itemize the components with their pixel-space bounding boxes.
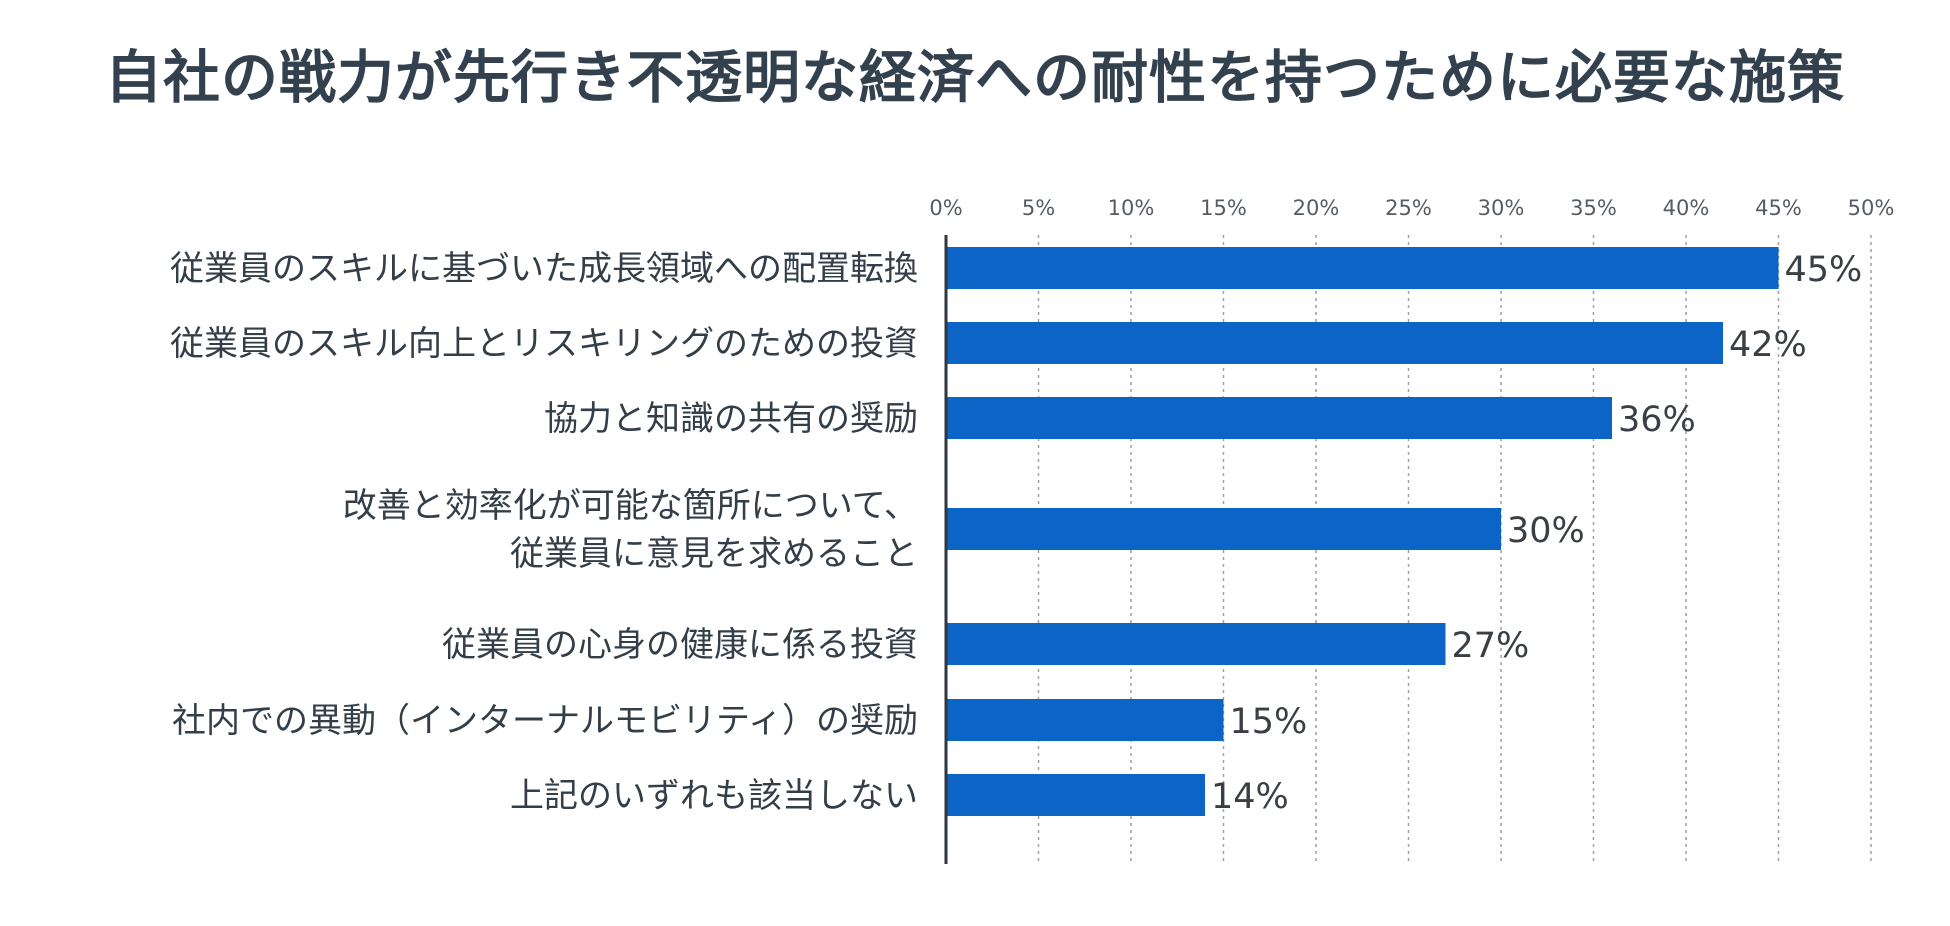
category-label: 従業員のスキルに基づいた成長領域への配置転換 xyxy=(170,249,918,289)
bar-value-label: 27% xyxy=(1452,626,1530,666)
x-tick-label: 35% xyxy=(1570,196,1617,220)
bar xyxy=(946,508,1501,550)
bar xyxy=(946,397,1612,439)
x-tick-label: 50% xyxy=(1848,196,1895,220)
category-label: 上記のいずれも該当しない xyxy=(510,776,918,816)
category-label: 従業員に意見を求めること xyxy=(510,534,918,574)
x-tick-label: 30% xyxy=(1478,196,1525,220)
x-tick-label: 10% xyxy=(1108,196,1155,220)
category-label: 改善と効率化が可能な箇所について、 xyxy=(343,486,918,526)
x-tick-label: 0% xyxy=(929,196,962,220)
bar-value-label: 30% xyxy=(1507,511,1585,551)
bar xyxy=(946,322,1723,364)
category-label: 社内での異動（インターナルモビリティ）の奨励 xyxy=(172,701,918,741)
x-tick-label: 45% xyxy=(1755,196,1802,220)
category-label: 従業員の心身の健康に係る投資 xyxy=(442,625,918,665)
bar-value-label: 14% xyxy=(1211,777,1289,817)
x-tick-label: 25% xyxy=(1385,196,1432,220)
bar-value-label: 45% xyxy=(1785,250,1863,290)
bar xyxy=(946,774,1205,816)
bar-value-label: 36% xyxy=(1618,400,1696,440)
category-label: 従業員のスキル向上とリスキリングのための投資 xyxy=(170,324,918,364)
bar-value-label: 15% xyxy=(1230,702,1308,742)
bar xyxy=(946,699,1224,741)
chart-title: 自社の戦力が先行き不透明な経済への耐性を持つために必要な施策 xyxy=(105,45,1845,111)
x-tick-label: 15% xyxy=(1200,196,1247,220)
x-tick-label: 20% xyxy=(1293,196,1340,220)
bar xyxy=(946,623,1446,665)
x-tick-label: 40% xyxy=(1663,196,1710,220)
bar xyxy=(946,247,1779,289)
bar-value-label: 42% xyxy=(1729,325,1807,365)
x-tick-label: 5% xyxy=(1022,196,1055,220)
category-label: 協力と知識の共有の奨励 xyxy=(544,399,918,439)
